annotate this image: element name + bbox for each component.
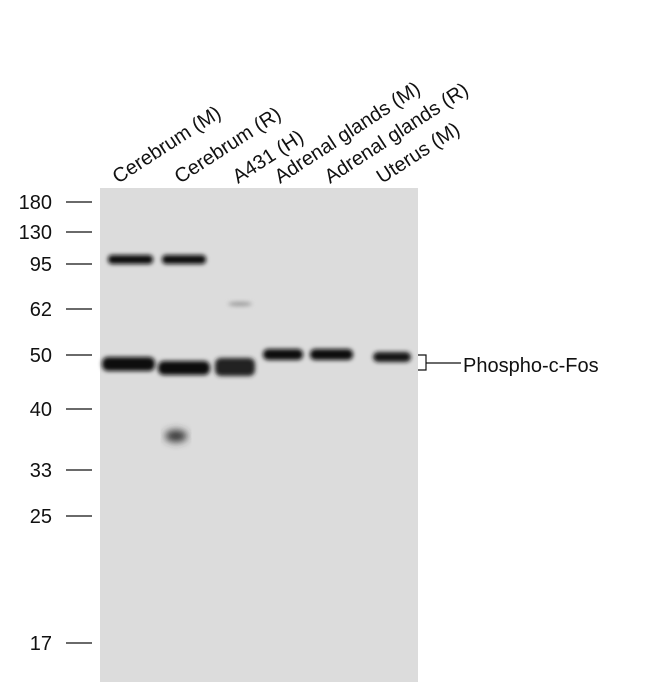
band: [310, 349, 353, 360]
marker-label: 130: [19, 222, 52, 244]
marker-label: 50: [30, 345, 52, 367]
band: [215, 358, 255, 376]
marker-label: 180: [19, 192, 52, 214]
band-spot: [165, 430, 187, 442]
bands: [102, 255, 411, 442]
band-pointer: [418, 354, 461, 371]
marker-label: 33: [30, 460, 52, 482]
bracket: [418, 354, 427, 371]
band: [162, 255, 206, 264]
marker-label: 40: [30, 399, 52, 421]
band: [263, 349, 303, 360]
blot-membrane: [100, 188, 418, 682]
marker-label: 62: [30, 299, 52, 321]
band: [108, 255, 153, 264]
band-label: Phospho-c-Fos: [463, 355, 599, 377]
band-spot: [228, 302, 252, 306]
band: [158, 361, 210, 375]
marker-label: 17: [30, 633, 52, 655]
lane-labels: Cerebrum (M)Cerebrum (R)A431 (H)Adrenal …: [109, 78, 473, 188]
marker-label: 25: [30, 506, 52, 528]
markers: 180 130 95 62 50 40 33 25 17: [19, 192, 92, 655]
marker-label: 95: [30, 254, 52, 276]
band: [102, 357, 155, 371]
band: [373, 352, 411, 362]
